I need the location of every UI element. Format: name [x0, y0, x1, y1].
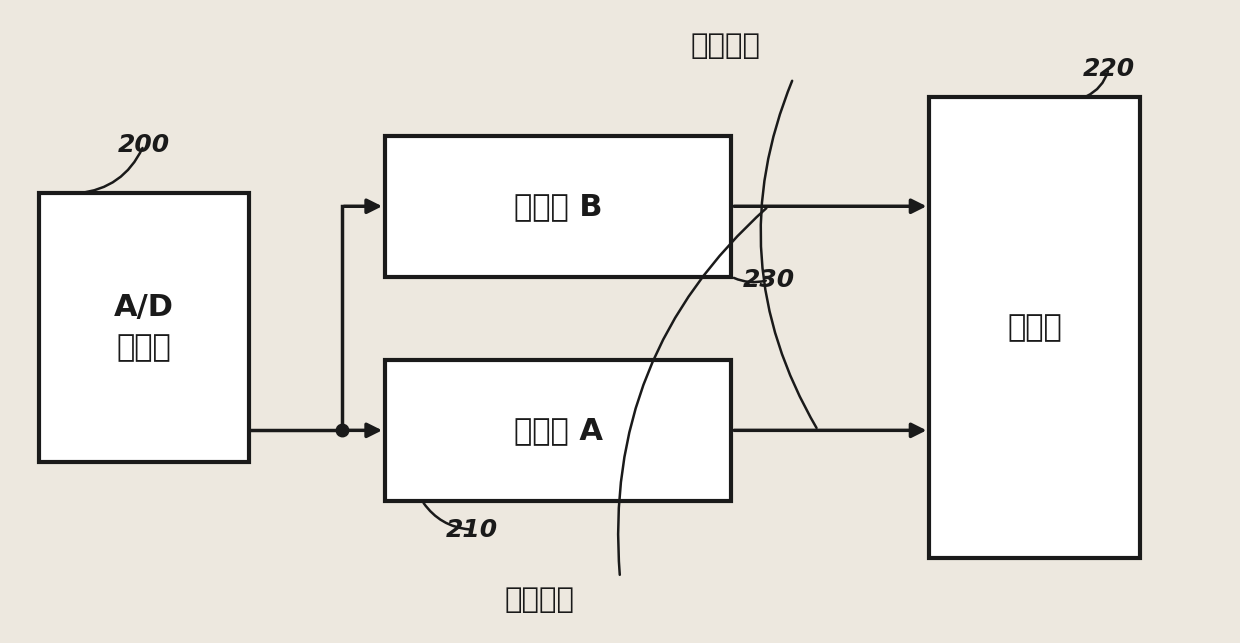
- Text: 抽取器 B: 抽取器 B: [513, 192, 603, 221]
- Bar: [38, 194, 249, 462]
- Text: 抽取器 A: 抽取器 A: [513, 416, 603, 445]
- Text: 220: 220: [1083, 57, 1135, 80]
- Bar: [384, 360, 732, 501]
- Text: 放大记录: 放大记录: [691, 32, 760, 60]
- Text: A/D
转换器: A/D 转换器: [114, 293, 174, 363]
- Text: 概要记录: 概要记录: [505, 586, 574, 614]
- Text: 存储器: 存储器: [1007, 313, 1061, 343]
- Bar: [384, 136, 732, 276]
- Text: 210: 210: [445, 518, 497, 541]
- Bar: [929, 98, 1140, 558]
- Text: 230: 230: [743, 268, 795, 292]
- Text: 200: 200: [118, 134, 170, 158]
